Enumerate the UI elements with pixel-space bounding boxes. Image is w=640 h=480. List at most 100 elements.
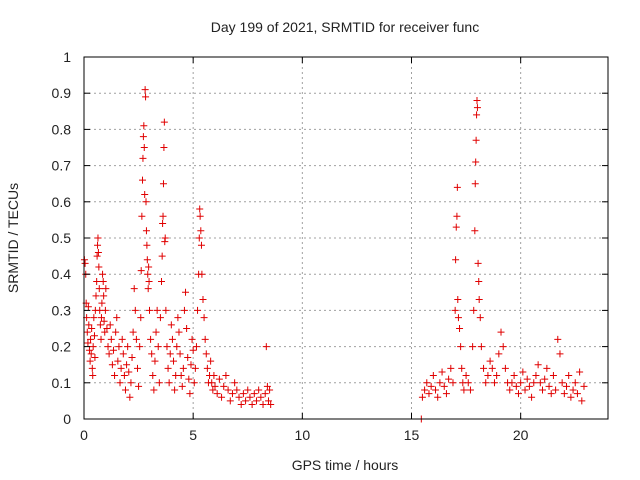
- y-tick-label: 0.9: [52, 85, 72, 101]
- data-point: [554, 335, 562, 343]
- data-point: [519, 368, 527, 376]
- axis-ticks: 0 5 10 15 20 0 0.1 0.2 0.3 0.4 0.5 0.6 0.7 0.8 0.9 1: [52, 49, 608, 443]
- data-point: [512, 382, 520, 390]
- data-point: [427, 382, 435, 390]
- data-point: [99, 277, 107, 285]
- data-point: [514, 390, 522, 398]
- data-point: [165, 379, 173, 387]
- data-point: [87, 335, 95, 343]
- data-point: [155, 379, 163, 387]
- data-point: [200, 314, 208, 322]
- y-tick-label: 0.6: [52, 194, 72, 210]
- data-point: [102, 285, 110, 293]
- data-point: [83, 328, 91, 336]
- data-point: [222, 372, 230, 380]
- data-point: [438, 368, 446, 376]
- data-point: [199, 296, 207, 304]
- data-point: [211, 382, 219, 390]
- data-point: [560, 390, 568, 398]
- data-point: [160, 118, 168, 126]
- data-point: [541, 375, 549, 383]
- data-point: [128, 353, 136, 361]
- data-point: [94, 234, 102, 242]
- data-point: [266, 386, 274, 394]
- data-point: [469, 343, 477, 351]
- data-point: [151, 357, 159, 365]
- data-point: [506, 386, 514, 394]
- data-point: [453, 183, 461, 191]
- x-tick-label: 15: [404, 427, 420, 443]
- data-points: [80, 86, 588, 423]
- data-point: [558, 379, 566, 387]
- data-point: [185, 375, 193, 383]
- data-point: [436, 379, 444, 387]
- data-point: [472, 136, 480, 144]
- data-point: [144, 270, 152, 278]
- data-point: [224, 386, 232, 394]
- data-point: [147, 335, 155, 343]
- data-point: [473, 96, 481, 104]
- data-point: [121, 386, 129, 394]
- data-point: [488, 364, 496, 372]
- data-point: [81, 259, 89, 267]
- data-point: [135, 382, 143, 390]
- data-point: [131, 306, 139, 314]
- data-point: [233, 386, 241, 394]
- data-point: [473, 104, 481, 112]
- data-point: [117, 364, 125, 372]
- data-point: [149, 372, 157, 380]
- data-point: [257, 393, 265, 401]
- data-point: [486, 357, 494, 365]
- x-tick-label: 0: [80, 427, 88, 443]
- data-point: [86, 357, 94, 365]
- data-point: [429, 372, 437, 380]
- data-point: [476, 314, 484, 322]
- data-point: [107, 335, 115, 343]
- data-point: [475, 296, 483, 304]
- data-point: [454, 314, 462, 322]
- data-point: [141, 86, 149, 94]
- data-point: [163, 343, 171, 351]
- data-point: [139, 133, 147, 141]
- data-point: [499, 343, 507, 351]
- data-point: [454, 296, 462, 304]
- y-axis-label: SRMTID / TECUs: [5, 183, 21, 293]
- data-point: [442, 390, 450, 398]
- data-point: [220, 382, 228, 390]
- data-point: [474, 259, 482, 267]
- data-point: [153, 306, 161, 314]
- data-point: [96, 321, 104, 329]
- data-point: [85, 321, 93, 329]
- data-point: [88, 364, 96, 372]
- y-tick-label: 0.7: [52, 158, 72, 174]
- data-point: [528, 393, 536, 401]
- data-point: [88, 325, 96, 332]
- data-point: [497, 328, 505, 336]
- data-point: [125, 368, 133, 376]
- data-point: [111, 372, 119, 380]
- data-point: [495, 350, 503, 358]
- x-axis-label: GPS time / hours: [292, 457, 399, 473]
- data-point: [94, 241, 102, 249]
- data-point: [209, 386, 217, 394]
- data-point: [252, 397, 260, 405]
- data-point: [226, 397, 234, 405]
- data-point: [237, 401, 245, 409]
- data-point: [239, 390, 247, 398]
- data-point: [166, 350, 174, 358]
- data-point: [452, 256, 460, 264]
- y-tick-label: 0.2: [52, 339, 72, 355]
- data-point: [148, 350, 156, 358]
- data-point: [145, 277, 153, 285]
- data-point: [124, 343, 132, 351]
- data-point: [202, 350, 210, 358]
- data-point: [539, 386, 546, 394]
- data-point: [178, 382, 186, 390]
- data-point: [174, 314, 182, 322]
- data-point: [146, 306, 153, 314]
- data-point: [475, 277, 483, 285]
- data-point: [140, 144, 148, 151]
- data-point: [177, 372, 185, 380]
- data-point: [523, 375, 531, 383]
